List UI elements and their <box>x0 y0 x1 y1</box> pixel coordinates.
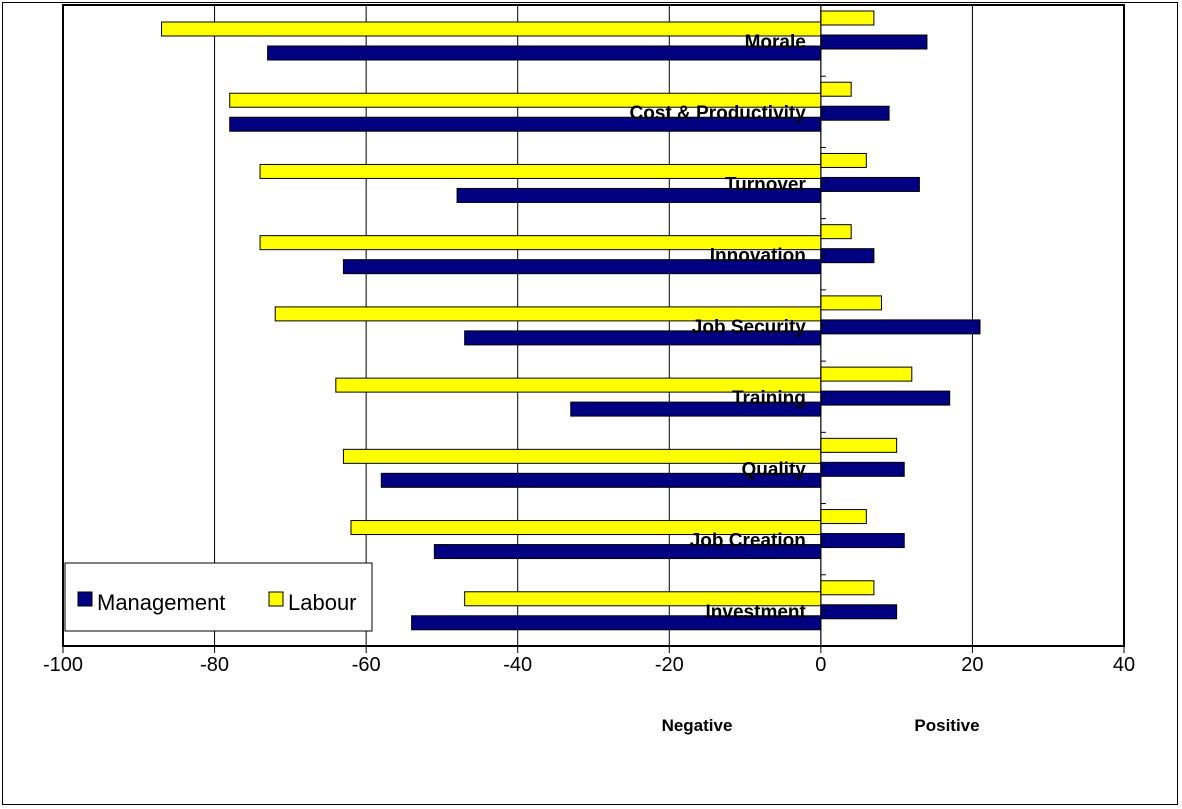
bar-management-negative <box>267 45 822 61</box>
x-tick-label: 20 <box>961 654 983 676</box>
x-tick-label: 40 <box>1113 654 1135 676</box>
legend-label-labour: Labour <box>288 590 357 615</box>
bar-labour-positive <box>820 437 898 453</box>
bar-management-positive <box>820 105 890 121</box>
bar-management-positive <box>820 176 920 192</box>
bar-management-positive <box>820 319 981 335</box>
category-label: Morale <box>745 32 806 53</box>
bar-management-positive <box>820 248 875 264</box>
negative-label: Negative <box>662 716 733 735</box>
positive-label: Positive <box>914 716 979 735</box>
bar-labour-positive <box>820 580 875 596</box>
x-tick-label: -100 <box>43 654 83 676</box>
bar-management-positive <box>820 533 905 549</box>
x-tick-label: -60 <box>352 654 381 676</box>
category-label: Job Security <box>692 317 806 338</box>
bar-labour-positive <box>820 10 875 26</box>
bar-management-positive <box>820 461 905 477</box>
category-label: Training <box>732 388 806 409</box>
legend: Management Labour <box>64 562 373 632</box>
category-label: Cost & Productivity <box>630 103 807 124</box>
x-tick-label: -20 <box>655 654 684 676</box>
category-label: Turnover <box>725 174 807 195</box>
bar-labour-positive <box>820 509 867 525</box>
bar-labour-positive <box>820 295 882 311</box>
bar-labour-positive <box>820 152 867 168</box>
legend-swatch-management <box>77 591 93 607</box>
x-axis: -100 -80 -60 -40 -20 0 20 40 <box>43 4 1135 676</box>
x-tick-label: 0 <box>815 654 826 676</box>
bar-management-positive <box>820 604 898 620</box>
x-tick-label: -40 <box>503 654 532 676</box>
bars <box>161 10 981 631</box>
category-label: Innovation <box>710 246 806 267</box>
category-labels: Morale Cost & Productivity Turnover Innovat… <box>630 32 807 623</box>
plot-area <box>62 4 1125 647</box>
bar-labour-negative <box>161 21 822 37</box>
legend-box <box>64 562 373 632</box>
legend-swatch-labour <box>268 591 284 607</box>
category-label: Quality <box>741 459 806 480</box>
bar-labour-positive <box>820 224 852 240</box>
bar-labour-positive <box>820 81 852 97</box>
category-label: Job Creation <box>690 531 806 552</box>
x-tick-label: -80 <box>200 654 229 676</box>
bar-labour-positive <box>820 366 913 382</box>
bar-management-positive <box>820 34 928 50</box>
category-label: Investment <box>706 602 807 623</box>
bar-management-positive <box>820 390 951 406</box>
legend-label-management: Management <box>97 590 225 615</box>
